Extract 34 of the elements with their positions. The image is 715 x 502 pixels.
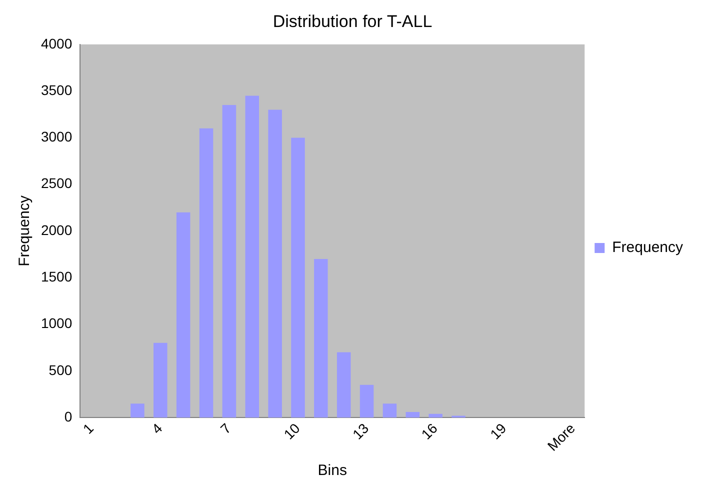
bar — [360, 384, 374, 418]
x-tick-label: 7 — [217, 420, 234, 437]
bar — [291, 138, 305, 418]
y-tick-label: 4000 — [40, 35, 72, 52]
x-tick-label: 16 — [418, 420, 441, 442]
y-tick-label: 1000 — [40, 315, 72, 332]
bar — [428, 414, 442, 418]
x-tick-label: 10 — [280, 420, 303, 442]
bar — [314, 258, 328, 418]
bar — [382, 404, 397, 418]
x-tick-label: 13 — [349, 420, 372, 442]
chart-title: Distribution for T-ALL — [272, 12, 432, 31]
bar — [336, 352, 351, 418]
y-tick-label: 2000 — [40, 222, 72, 238]
x-tick-label: 19 — [486, 420, 510, 442]
x-axis-title: Bins — [318, 462, 347, 480]
x-tick-label: 1 — [80, 420, 97, 437]
legend-label: Frequency — [612, 239, 684, 256]
bar — [154, 342, 168, 418]
y-tick-label: 0 — [64, 408, 72, 424]
y-tick-label: 500 — [48, 362, 72, 378]
y-tick-label: 3000 — [40, 128, 72, 145]
bar — [268, 110, 282, 418]
x-tick-label: 4 — [148, 420, 166, 437]
y-axis-title: Frequency — [16, 195, 34, 266]
bar — [130, 404, 144, 418]
bar — [406, 412, 420, 418]
y-tick-label: 1500 — [40, 268, 72, 284]
y-tick-label: 2500 — [40, 175, 72, 192]
bar — [199, 128, 214, 418]
y-tick-label: 3500 — [40, 82, 72, 98]
bar — [176, 212, 190, 418]
bar — [222, 105, 236, 418]
bar — [245, 96, 260, 418]
